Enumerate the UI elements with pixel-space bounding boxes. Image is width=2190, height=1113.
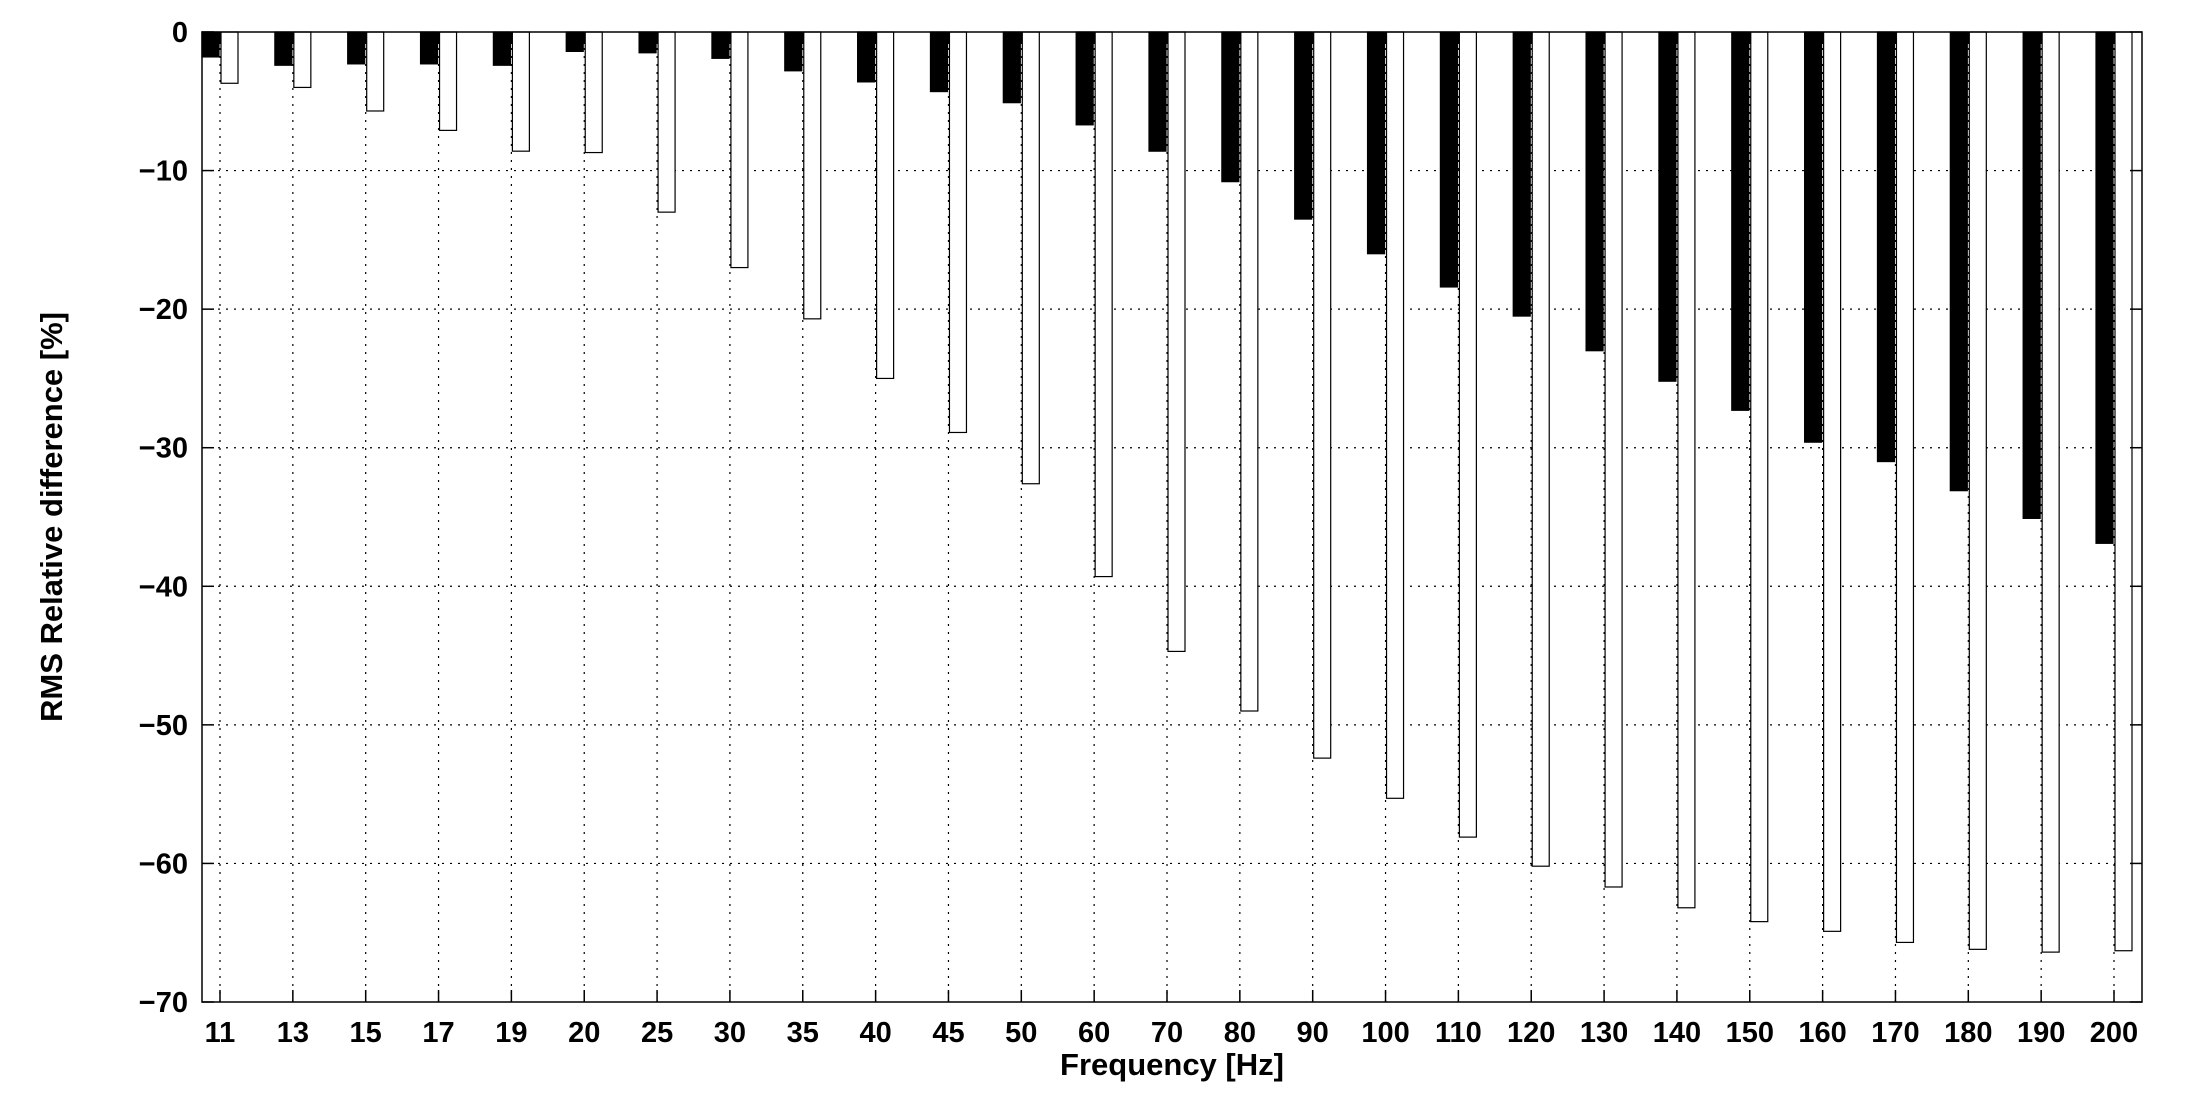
bar-series-1 (638, 31, 657, 54)
bar-series-2 (1531, 31, 1550, 867)
bar-series-1 (1002, 31, 1021, 104)
bar-series-1 (419, 31, 439, 65)
y-tick-label: −60 (139, 848, 188, 880)
bar-series-2 (1895, 31, 1915, 944)
y-tick-label: −10 (139, 156, 188, 188)
bar-series-1 (1366, 31, 1386, 255)
bar-series-1 (1294, 31, 1313, 220)
bar-series-2 (511, 31, 530, 152)
y-tick-label: −50 (139, 710, 188, 742)
bar-series-1 (565, 31, 584, 52)
bar-series-2 (1021, 31, 1040, 485)
bar-series-2 (1968, 31, 1987, 950)
x-tick-label: 70 (1151, 1017, 1183, 1049)
x-tick-label: 150 (1726, 1017, 1774, 1049)
x-tick-label: 25 (641, 1017, 673, 1049)
bar-series-2 (730, 31, 749, 269)
bar-series-1 (1804, 31, 1823, 443)
bar-series-2 (584, 31, 603, 154)
x-tick-label: 130 (1580, 1017, 1628, 1049)
bar-series-1 (1658, 31, 1677, 382)
bar-series-2 (1823, 31, 1842, 932)
bar-series-2 (876, 31, 895, 380)
x-tick-label: 170 (1871, 1017, 1919, 1049)
x-tick-label: 80 (1224, 1017, 1256, 1049)
x-tick-label: 200 (2090, 1017, 2138, 1049)
bar-series-1 (1876, 31, 1896, 463)
bar-series-1 (1439, 31, 1458, 288)
bar-series-1 (929, 31, 949, 93)
x-tick-label: 15 (350, 1017, 382, 1049)
bar-series-1 (1512, 31, 1531, 317)
x-tick-label: 60 (1078, 1017, 1110, 1049)
bar-series-1 (492, 31, 511, 66)
y-tick-label: −40 (139, 571, 188, 603)
bar-series-2 (657, 31, 676, 213)
x-tick-label: 13 (277, 1017, 309, 1049)
x-tick-label: 35 (787, 1017, 819, 1049)
x-tick-label: 160 (1798, 1017, 1846, 1049)
x-tick-label: 140 (1653, 1017, 1701, 1049)
bar-series-2 (1167, 31, 1186, 653)
plot-frame (201, 31, 2143, 1003)
x-tick-label: 90 (1297, 1017, 1329, 1049)
x-tick-label: 19 (495, 1017, 527, 1049)
x-tick-label: 11 (205, 1017, 236, 1049)
x-tick-label: 110 (1435, 1017, 1482, 1049)
bar-series-1 (1585, 31, 1604, 352)
bar-series-2 (2041, 31, 2060, 953)
bar-series-1 (784, 31, 803, 72)
bar-series-1 (1221, 31, 1240, 183)
bar-series-2 (293, 31, 312, 89)
bar-series-1 (201, 31, 220, 58)
x-tick-label: 190 (2017, 1017, 2065, 1049)
x-tick-label: 100 (1361, 1017, 1409, 1049)
bar-series-1 (711, 31, 730, 59)
y-tick-label: 0 (172, 17, 188, 49)
bar-group (201, 31, 2133, 953)
x-tick-label: 50 (1005, 1017, 1037, 1049)
y-axis-ticks: 0 −10 −20 −30 −40 −50 −60 −70 (139, 17, 2142, 1019)
bar-series-1 (1731, 31, 1750, 411)
y-axis-label: RMS Relative difference [%] (34, 312, 69, 722)
bar-series-1 (2095, 31, 2114, 544)
bar-series-1 (1949, 31, 1968, 492)
x-tick-label: 20 (568, 1017, 600, 1049)
bar-series-2 (438, 31, 458, 131)
bar-series-1 (857, 31, 876, 83)
x-tick-label: 180 (1944, 1017, 1992, 1049)
bar-series-2 (803, 31, 822, 320)
bar-series-2 (1240, 31, 1259, 712)
bar-series-1 (347, 31, 366, 65)
bar-series-2 (1750, 31, 1769, 923)
bar-series-2 (1604, 31, 1623, 888)
bar-series-1 (274, 31, 293, 66)
x-axis-ticks: 11 13 15 17 19 20 25 30 35 40 45 50 60 70 80 90 100 110 12… (205, 32, 2138, 1049)
x-axis-label: Frequency [Hz] (1060, 1047, 1284, 1082)
bar-series-2 (2114, 31, 2133, 952)
bar-series-1 (1148, 31, 1167, 152)
x-tick-label: 45 (932, 1017, 964, 1049)
bar-series-1 (1075, 31, 1094, 126)
bar-series-1 (2022, 31, 2041, 519)
bar-series-2 (220, 31, 239, 84)
bar-series-2 (948, 31, 968, 434)
x-tick-label: 40 (859, 1017, 891, 1049)
bar-series-2 (366, 31, 385, 112)
bar-series-2 (1458, 31, 1477, 838)
y-tick-label: −20 (139, 294, 188, 326)
y-tick-label: −30 (139, 433, 188, 465)
y-tick-label: −70 (139, 987, 188, 1019)
x-tick-label: 120 (1507, 1017, 1555, 1049)
x-tick-label: 30 (714, 1017, 746, 1049)
x-tick-label: 17 (422, 1017, 454, 1049)
bar-series-2 (1677, 31, 1696, 909)
bar-series-2 (1094, 31, 1113, 578)
bar-series-2 (1313, 31, 1332, 759)
bar-series-2 (1385, 31, 1405, 799)
